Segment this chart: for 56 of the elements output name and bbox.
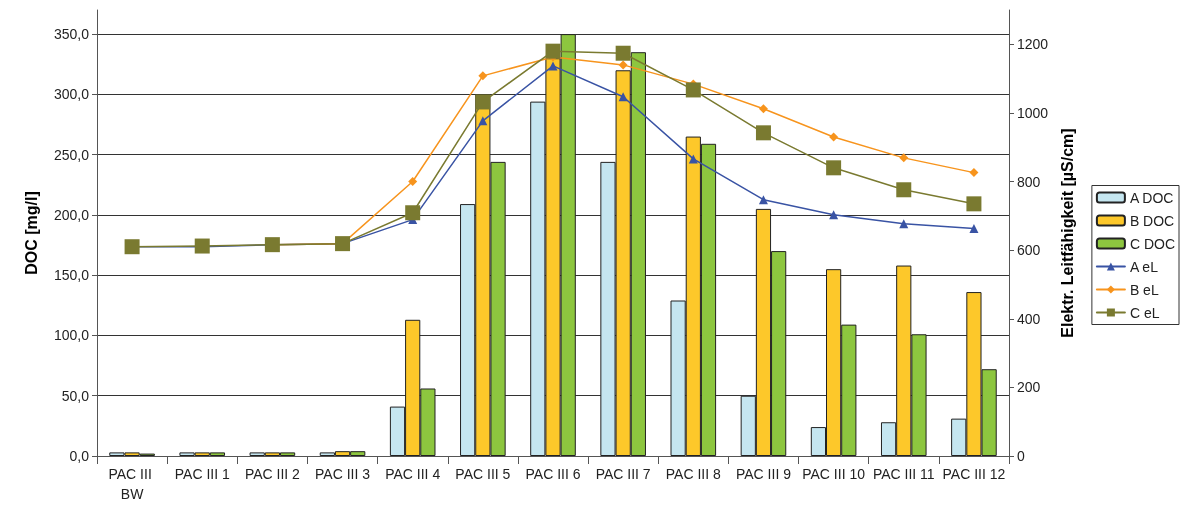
x-tick-label: PAC III 1 [174, 466, 230, 482]
y2-tick-label: 400 [1017, 310, 1041, 327]
x-tick-label: PAC III 4 [385, 466, 441, 482]
x-tick-label: PAC III BW [108, 466, 156, 502]
point [615, 45, 631, 61]
point [829, 132, 839, 142]
x-tick-label: PAC III 3 [315, 466, 371, 482]
point [969, 168, 979, 178]
y-tick-label: 0,0 [69, 448, 90, 464]
point [408, 177, 418, 187]
y2-tick-label: 200 [1017, 379, 1041, 396]
point [194, 238, 210, 254]
legend-label: A eL [1129, 258, 1159, 275]
x-tick-label: PAC III 12 [942, 466, 1006, 482]
point [405, 205, 421, 221]
legend-label: B DOC [1129, 212, 1175, 229]
x-tick-label: PAC III 11 [872, 466, 935, 482]
x-tick-label: PAC III 2 [244, 466, 301, 482]
y-tick-label: 100,0 [53, 327, 90, 344]
point [969, 224, 979, 234]
point [685, 82, 701, 98]
y2-tick-label: 1200 [1017, 36, 1049, 53]
legend-label: B eL [1129, 281, 1159, 298]
point [755, 125, 771, 141]
point [758, 195, 768, 205]
point [896, 182, 912, 198]
y-tick-label: 50,0 [61, 387, 90, 404]
point [475, 94, 491, 110]
y-tick-label: 350,0 [53, 26, 90, 43]
x-tick-label: PAC III 9 [735, 466, 792, 482]
y-tick-label: 200,0 [53, 206, 90, 223]
point [545, 43, 561, 59]
legend-label: C DOC [1129, 235, 1176, 252]
y2-tick-label: 600 [1017, 242, 1041, 259]
point [548, 61, 558, 71]
y2-axis-title: Elektr. Leitfähigkeit [µS/cm] [1058, 128, 1076, 338]
point [758, 104, 768, 114]
point [826, 160, 842, 176]
legend-label: C eL [1129, 304, 1160, 321]
y2-tick-label: 0 [1017, 448, 1025, 464]
x-tick-label: PAC III 6 [525, 466, 581, 482]
point [966, 196, 982, 212]
y-axis-title: DOC [mg/l] [22, 191, 40, 275]
point [618, 60, 628, 70]
x-tick-label: PAC III 7 [595, 466, 651, 482]
y-tick-label: 150,0 [53, 267, 90, 284]
y2-tick-label: 1000 [1017, 104, 1049, 121]
y2-tick-label: 800 [1017, 173, 1041, 190]
point [899, 153, 909, 163]
legend-label: A DOC [1129, 189, 1174, 206]
x-tick-label: PAC III 5 [455, 466, 511, 482]
point [478, 71, 488, 81]
y-tick-label: 300,0 [53, 86, 90, 103]
y-tick-label: 250,0 [53, 146, 90, 163]
x-tick-label: PAC III 10 [802, 466, 866, 482]
x-tick-label: PAC III 8 [665, 466, 722, 482]
